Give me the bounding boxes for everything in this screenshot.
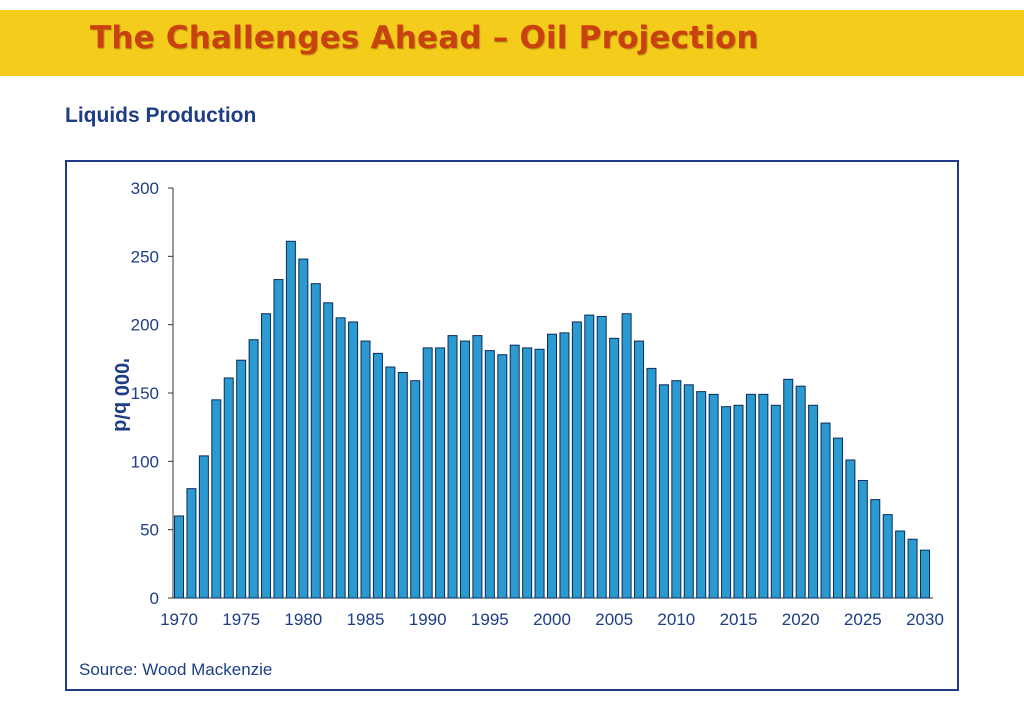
bar-1992 — [447, 335, 458, 599]
bar-2016 — [745, 393, 756, 599]
x-axis: 1970 1975 1980 1985 1990 1995 2000 2005 2010 2015… — [160, 597, 944, 629]
bar-2025 — [857, 479, 868, 599]
bar-1976 — [248, 339, 259, 599]
bar-1981 — [310, 283, 321, 599]
bar-2020 — [795, 385, 806, 599]
x-tick-label: 1995 — [471, 610, 509, 629]
x-tick-label: 2030 — [906, 610, 944, 629]
chart-title: Liquids Production — [65, 104, 257, 127]
bar-2008 — [646, 367, 657, 599]
bar-2023 — [832, 437, 843, 599]
bar-1988 — [397, 372, 408, 599]
bar-2011 — [683, 384, 694, 599]
x-tick-label: 2015 — [720, 610, 758, 629]
bar-2017 — [758, 393, 769, 599]
bar-1993 — [459, 340, 470, 599]
bar-series — [174, 240, 930, 599]
bar-1994 — [472, 335, 483, 599]
y-axis: 0 50 100 150 200 250 300 — [131, 179, 174, 608]
bar-2006 — [621, 313, 632, 599]
bar-1978 — [273, 279, 284, 599]
y-tick-label: 200 — [131, 316, 159, 335]
bar-2005 — [609, 337, 620, 599]
bar-2010 — [671, 380, 682, 599]
y-tick-label: 50 — [140, 521, 159, 540]
x-tick-label: 2020 — [782, 610, 820, 629]
x-tick-label: 1990 — [409, 610, 447, 629]
bar-2013 — [708, 393, 719, 599]
bar-2009 — [658, 384, 669, 599]
bar-1986 — [372, 352, 383, 599]
bar-1998 — [522, 347, 533, 599]
bar-1999 — [534, 348, 545, 599]
bar-1985 — [360, 340, 371, 599]
bar-2000 — [547, 333, 557, 599]
bar-2012 — [696, 391, 707, 599]
bar-1991 — [435, 347, 446, 599]
bar-2007 — [634, 340, 645, 599]
bar-1982 — [323, 302, 334, 599]
y-axis-label: '000 b/d — [110, 358, 132, 432]
bar-1980 — [298, 258, 309, 599]
bar-1973 — [211, 399, 222, 599]
bar-2024 — [845, 459, 856, 599]
title-band — [0, 10, 1024, 76]
bar-2026 — [870, 499, 881, 599]
bar-1996 — [497, 354, 508, 599]
bar-1974 — [223, 377, 234, 599]
bar-1984 — [348, 321, 359, 599]
slide-title: The Challenges Ahead – Oil Projection — [90, 20, 759, 56]
bar-2004 — [596, 315, 607, 599]
bar-2003 — [584, 314, 595, 599]
y-tick-label: 300 — [131, 179, 159, 198]
bar-1987 — [385, 366, 396, 599]
bar-1971 — [186, 488, 197, 599]
bar-1989 — [410, 380, 421, 599]
bar-2014 — [721, 406, 732, 599]
bar-2022 — [820, 422, 831, 599]
bar-1970 — [174, 515, 184, 599]
bar-2027 — [882, 514, 893, 599]
bar-2015 — [733, 404, 744, 599]
bar-1975 — [236, 359, 247, 599]
bar-1977 — [261, 313, 272, 599]
bar-2028 — [895, 530, 906, 599]
x-tick-label: 1970 — [160, 610, 198, 629]
x-tick-label: 2005 — [595, 610, 633, 629]
source-note: Source: Wood Mackenzie — [79, 660, 273, 679]
bar-1990 — [422, 347, 433, 599]
bar-2018 — [770, 404, 781, 599]
y-tick-label: 150 — [131, 384, 159, 403]
y-tick-label: 100 — [131, 452, 159, 471]
x-tick-label: 2025 — [844, 610, 882, 629]
bar-2019 — [783, 378, 794, 599]
bar-1979 — [285, 240, 296, 599]
x-tick-label: 2000 — [533, 610, 571, 629]
bar-1997 — [509, 344, 520, 599]
x-tick-label: 2010 — [657, 610, 695, 629]
x-tick-label: 1985 — [347, 610, 385, 629]
x-tick-label: 1975 — [222, 610, 260, 629]
y-tick-label: 250 — [131, 247, 159, 266]
bar-2001 — [559, 332, 570, 599]
bar-1972 — [198, 455, 209, 599]
x-tick-label: 1980 — [284, 610, 322, 629]
bar-2030 — [920, 549, 930, 599]
bar-2002 — [571, 321, 582, 599]
bar-1983 — [335, 317, 346, 599]
y-tick-label: 0 — [150, 589, 159, 608]
bar-1995 — [484, 350, 495, 599]
bar-2029 — [907, 538, 918, 599]
bar-2021 — [808, 404, 819, 599]
